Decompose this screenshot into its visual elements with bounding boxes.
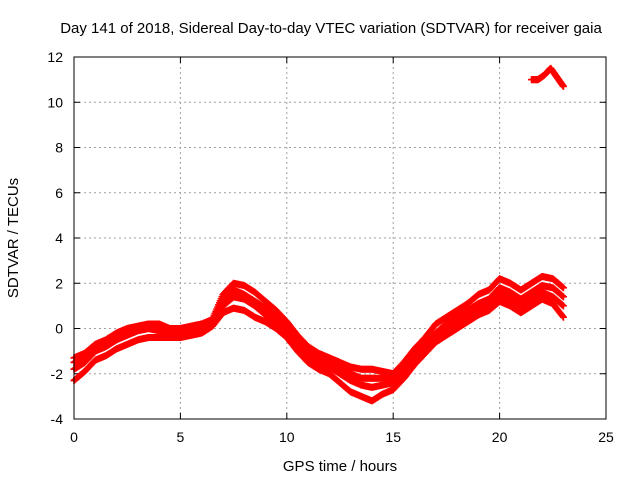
- series-late-segment: [528, 64, 567, 90]
- y-tick-label: 12: [47, 49, 63, 65]
- y-tick-label: -4: [51, 411, 64, 427]
- x-tick-label: 5: [177, 429, 185, 445]
- chart-title: Day 141 of 2018, Sidereal Day-to-day VTE…: [60, 20, 602, 37]
- y-axis-label: SDTVAR / TECUs: [5, 178, 22, 298]
- y-tick-label: 6: [55, 185, 63, 201]
- data-point: [559, 302, 567, 310]
- x-tick-label: 10: [279, 429, 295, 445]
- x-tick-label: 20: [492, 429, 508, 445]
- x-axis-label: GPS time / hours: [283, 458, 397, 475]
- plot-frame: [73, 56, 607, 420]
- y-tick-label: -2: [51, 366, 64, 382]
- data-point: [559, 82, 567, 90]
- x-tick-label: 15: [385, 429, 401, 445]
- x-tick-label: 0: [70, 429, 78, 445]
- x-tick-label: 25: [598, 429, 614, 445]
- data-point: [559, 284, 567, 292]
- axis-ticks: 0 5 10 15 20 25 -4 -2 0 2 4 6 8 10 12: [47, 49, 614, 445]
- series-track-4: [70, 288, 567, 391]
- y-tick-label: 4: [55, 230, 63, 246]
- y-tick-label: 0: [55, 321, 63, 337]
- data-point: [559, 293, 567, 301]
- data-points: [70, 64, 567, 405]
- y-tick-label: 8: [55, 140, 63, 156]
- y-tick-label: 2: [55, 275, 63, 291]
- data-point: [559, 313, 567, 321]
- data-point: [559, 312, 567, 320]
- y-tick-label: 10: [47, 94, 63, 110]
